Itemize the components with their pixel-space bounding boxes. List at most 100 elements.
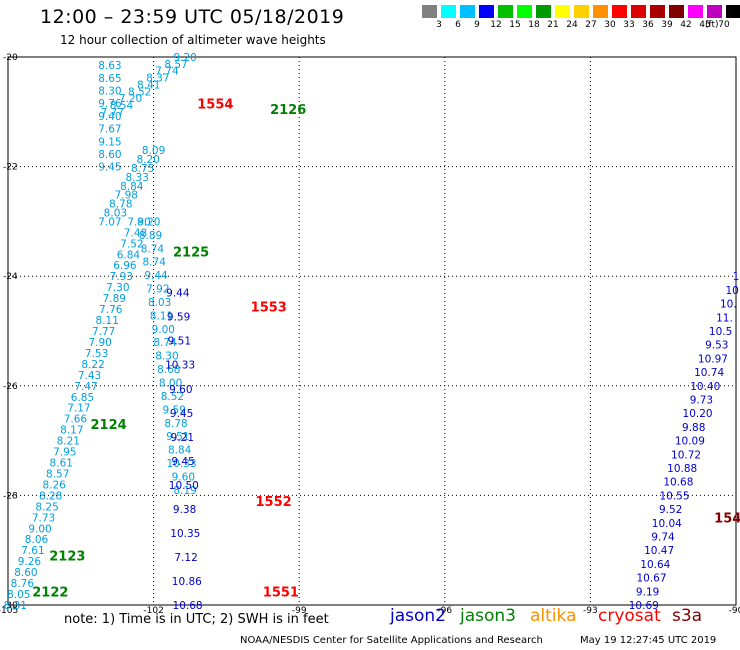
longitude-label: -105: [0, 606, 18, 616]
colorbar-tick-label: 70: [718, 20, 730, 30]
colorbar-tick-label: 6: [455, 20, 461, 30]
pass-number-label: 2122: [32, 585, 68, 600]
wave-height-value: 9.73: [690, 395, 713, 407]
colorbar-swatch: [555, 5, 570, 18]
colorbar-tick-label: 24: [566, 20, 578, 30]
wave-height-value: 8.37: [146, 73, 169, 85]
colorbar-swatch: [707, 5, 722, 18]
map-title: 12:00 – 23:59 UTC 05/18/2019: [40, 6, 345, 28]
pass-number-label: 1553: [251, 300, 287, 315]
colorbar-tick-label: 15: [509, 20, 521, 30]
longitude-label: -90: [729, 606, 740, 616]
wave-height-value: 8.76: [11, 578, 35, 590]
colorbar-swatch: [593, 5, 608, 18]
wave-height-value: 10.09: [675, 436, 705, 448]
latitude-label: -26: [3, 382, 18, 392]
wave-height-value: 7.98: [115, 190, 138, 202]
colorbar-swatch: [688, 5, 703, 18]
axis-labels: -20 -22 -24 -26 -28 -30-105 -102 -99 -96 -93 -90: [0, 53, 740, 616]
wave-height-value: 8.20: [136, 154, 159, 166]
wave-height-value: 7.77: [92, 326, 115, 338]
wave-height-value: 7.67: [98, 124, 121, 136]
wave-height-value: 9.60: [172, 471, 195, 483]
latitude-label: -22: [3, 163, 18, 173]
pass-number-label: 2125: [173, 246, 209, 261]
latitude-label: -20: [3, 53, 18, 63]
wave-height-value: 8.30: [155, 351, 178, 363]
colorbar-unit: (ft): [705, 20, 719, 30]
wave-height-value: 9.19: [636, 586, 659, 598]
colorbar-tick-label: 36: [642, 20, 654, 30]
wave-height-value: 10.97: [698, 353, 728, 365]
wave-height-value: 8.78: [164, 418, 187, 430]
wave-height-value: 8.09: [142, 145, 165, 157]
pass-labels: 1554 2126 2125 1553 2124 1552 2123 2122 1551 154: [32, 98, 740, 601]
wave-height-value: 8.05: [7, 589, 30, 601]
wave-height-value: 7.47: [74, 381, 97, 393]
wave-height-value: 7.90: [88, 337, 111, 349]
wave-height-value: 1: [733, 271, 740, 283]
wave-height-value: 8.78: [109, 199, 132, 211]
wave-height-value: 9.44: [144, 270, 168, 282]
wave-height-value: 8.20: [137, 216, 160, 228]
colorbar-swatch: [669, 5, 684, 18]
wave-height-value: 9.45: [170, 408, 193, 420]
wave-height-value: 9.59: [163, 404, 186, 416]
wave-height-value: 7.61: [21, 545, 44, 557]
pass-number-label: 2123: [49, 550, 85, 565]
wave-height-value: 7.52: [120, 238, 143, 250]
wave-height-value: 7.73: [32, 512, 55, 524]
pass-number-label: 1554: [197, 98, 233, 113]
wave-height-value: 10.72: [671, 449, 701, 461]
wave-height-value: 8.61: [50, 458, 73, 470]
wave-height-value: 8.22: [81, 359, 104, 371]
wave-height-value: 8.28: [39, 490, 62, 502]
wave-height-value: 8.54: [110, 100, 134, 112]
wave-height-value: 8.74: [153, 337, 177, 349]
wave-height-value: 9.26: [18, 556, 42, 568]
footnote: note: 1) Time is in UTC; 2) SWH is in fe…: [64, 612, 329, 627]
latitude-label: -24: [3, 272, 18, 282]
wave-height-value: 10.5: [709, 326, 732, 338]
longitude-label: -102: [143, 606, 163, 616]
wave-height-value: 9.00: [28, 523, 51, 535]
wave-height-value: 8.89: [139, 230, 162, 242]
wave-height-value: 9.53: [705, 340, 728, 352]
wave-height-value: 8.75: [131, 163, 154, 175]
wave-height-value: 8.31: [4, 600, 27, 612]
wave-height-value: 9.51: [166, 431, 189, 443]
wave-height-value: 9.00: [152, 324, 175, 336]
wave-height-value: 10.68: [663, 477, 693, 489]
wave-height-value: 11.: [716, 312, 733, 324]
colorbar-swatch: [517, 5, 532, 18]
wave-height-value: 7.53: [85, 348, 108, 360]
map-grid: [8, 57, 736, 605]
satellite-legend-s3a: s3a: [672, 606, 703, 626]
wave-height-value: 10.47: [644, 545, 674, 557]
wave-height-value: 8.03: [148, 297, 171, 309]
wave-height-value: 8.63: [98, 60, 121, 72]
colorbar-tick-label: 30: [604, 20, 616, 30]
longitude-label: -93: [583, 606, 598, 616]
wave-height-value: 8.03: [104, 207, 127, 219]
wave-height-value: 9.45: [171, 456, 194, 468]
colorbar-swatch: [441, 5, 456, 18]
wave-height-value: 10.33: [165, 360, 195, 372]
wave-height-value: 8.74: [143, 257, 167, 269]
wave-height-value: 7.93: [110, 271, 133, 283]
wave-height-value: 7.95: [53, 447, 76, 459]
wave-height-value: 10.74: [694, 367, 724, 379]
wave-height-value: 9.51: [168, 336, 191, 348]
colorbar-tick-label: 45: [699, 20, 711, 30]
wave-height-value: 7.77: [101, 107, 124, 119]
wave-height-value: 8.57: [46, 468, 69, 480]
wave-height-value: 8.57: [164, 59, 187, 71]
wave-height-value: 10.20: [683, 408, 713, 420]
wave-height-value: 9.74: [651, 532, 675, 544]
colorbar-tick-label: 39: [661, 20, 673, 30]
wave-height-value: 7.76: [99, 304, 123, 316]
wave-height-value: 7.07: [98, 216, 121, 228]
wave-height-value: 8.84: [120, 181, 144, 193]
wave-height-value: 8.21: [57, 436, 80, 448]
